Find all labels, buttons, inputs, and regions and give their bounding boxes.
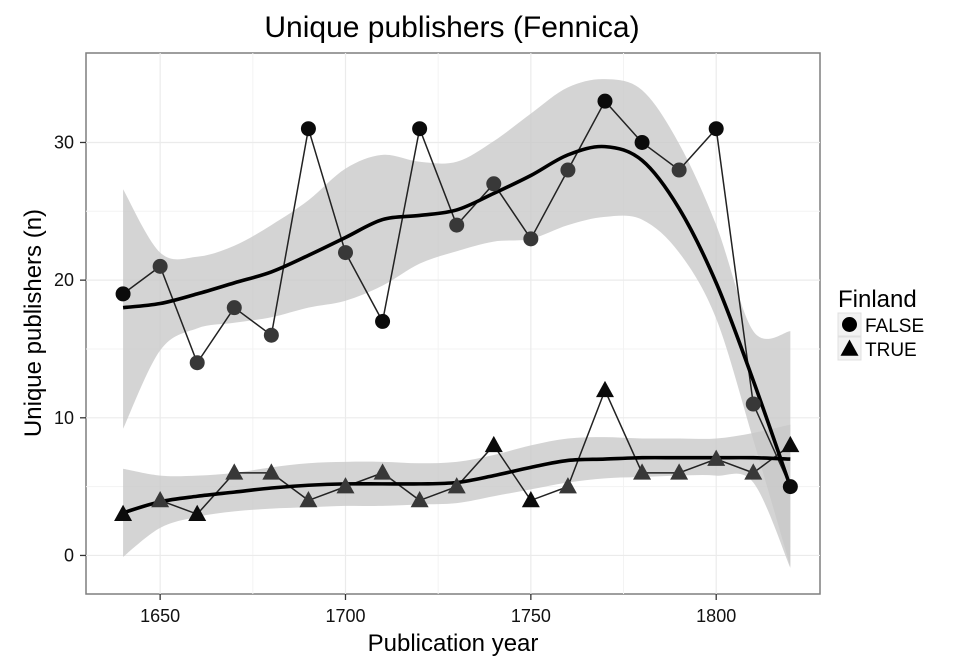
legend-marker-false [842,317,857,332]
point-true [262,463,281,480]
point-true [521,490,540,508]
legend-title: Finland [838,286,917,313]
point-true [114,504,133,521]
confidence-ribbons [123,79,791,568]
point-false [782,479,798,495]
point-true [744,463,763,480]
legend: Finland FALSE TRUE [837,286,924,361]
point-true [670,463,689,480]
point-false [671,162,687,178]
point-true [225,463,244,480]
legend-label-true: TRUE [865,340,917,361]
point-false [152,258,168,274]
point-true [151,490,170,508]
point-false [449,217,465,233]
point-false [634,134,650,150]
point-true [633,463,652,480]
x-axis-ticks: 1650 1700 1750 1800 [140,594,736,626]
point-false [115,286,131,302]
point-false [226,300,242,316]
y-axis-ticks: 0 10 20 30 [54,132,86,565]
point-false [337,245,353,261]
point-true [447,477,466,494]
point-true [781,435,800,453]
chart-title: Unique publishers (Fennica) [264,11,639,44]
confidence-ribbon-true [123,424,791,568]
point-false [300,121,316,137]
legend-marker-true [840,339,859,356]
legend-label-false: FALSE [865,316,924,337]
point-false [523,231,539,247]
y-tick-label: 10 [54,408,74,428]
y-tick-label: 30 [54,132,74,152]
point-true [484,435,503,453]
point-true [707,449,726,466]
point-true [299,490,318,508]
point-false [486,176,502,192]
y-axis-title: Unique publishers (n) [20,209,47,437]
point-false [560,162,576,178]
x-tick-label: 1800 [696,606,736,626]
point-true [373,463,392,480]
point-true [410,490,429,508]
x-axis-title: Publication year [368,630,539,657]
confidence-ribbon-false [123,79,791,567]
data-points [114,93,800,521]
y-tick-label: 0 [64,545,74,565]
smooth-line-false [122,144,793,488]
legend-items: FALSE TRUE [837,312,924,361]
point-true [595,380,614,398]
point-true [336,477,355,494]
x-tick-label: 1650 [140,606,180,626]
y-tick-label: 20 [54,270,74,290]
point-false [263,327,279,343]
x-tick-label: 1700 [325,606,365,626]
point-true [558,477,577,494]
point-false [745,396,761,412]
point-false [412,121,428,137]
point-false [375,313,391,329]
point-false [597,93,613,109]
point-false [189,355,205,371]
point-false [708,121,724,137]
point-true [188,504,207,521]
x-tick-label: 1750 [511,606,551,626]
